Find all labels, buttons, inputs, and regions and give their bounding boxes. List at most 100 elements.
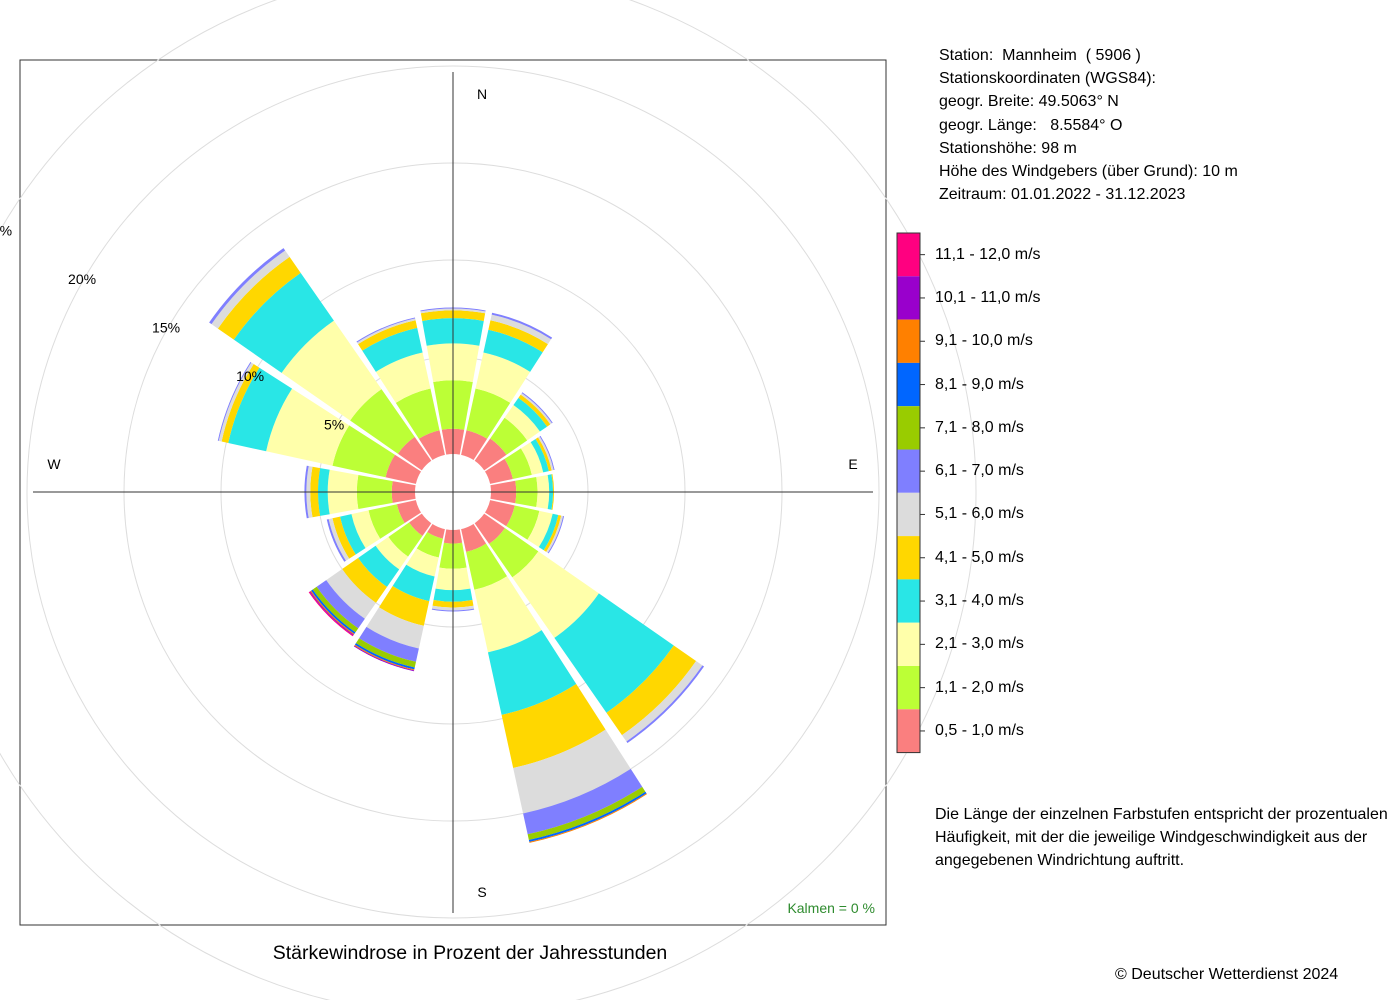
legend-label: 1,1 - 2,0 m/s [935, 678, 1024, 696]
sector-ene-band-6 [538, 436, 554, 471]
legend-label: 6,1 - 7,0 m/s [935, 462, 1024, 480]
sector-nw-band-5 [217, 256, 301, 340]
sector-ssw-band-6 [366, 607, 424, 649]
ring-label: 5% [324, 417, 344, 433]
sector-ese-band-2 [506, 505, 540, 540]
sector-se-band-1 [474, 513, 505, 544]
note-line: Die Länge der einzelnen Farbstufen entsp… [935, 806, 1388, 823]
sector-ene-band-5 [535, 437, 552, 472]
sector-wsw-band-2 [368, 504, 405, 539]
ring-label: 20% [68, 271, 96, 287]
sector-wsw-band-7 [326, 519, 346, 562]
legend-swatch [897, 406, 920, 450]
sector-n-band-7 [420, 307, 486, 312]
sector-ne-band-5 [518, 394, 551, 427]
station-coordinates-heading: Stationskoordinaten (WGS84): [939, 70, 1156, 88]
sector-sw-band-3 [375, 536, 409, 570]
sector-nne-band-5 [488, 320, 548, 353]
sector-ssw-band-9 [354, 643, 415, 670]
compass-axes [33, 72, 873, 913]
sector-wnw-band-2 [332, 425, 395, 478]
legend-label: 9,1 - 10,0 m/s [935, 332, 1033, 350]
sector-sw-band-5 [342, 557, 388, 603]
sector-wsw-band-5 [332, 516, 356, 559]
sector-sw-band-2 [388, 522, 423, 557]
explanation-note: Die Länge der einzelnen Farbstufen entsp… [935, 803, 1388, 873]
grid-ring [26, 65, 880, 919]
copyright: © Deutscher Wetterdienst 2024 [1115, 966, 1339, 983]
ring-label: 25% [0, 223, 12, 239]
legend-label: 10,1 - 11,0 m/s [935, 288, 1041, 306]
sector-nw-band-1 [397, 436, 432, 471]
legend-swatch [897, 579, 920, 623]
sector-sse-band-3 [474, 576, 542, 653]
sector-nnw-band-2 [395, 388, 440, 439]
calm-label: Kalmen = 0 % [787, 900, 875, 916]
sector-nne-band-4 [483, 329, 543, 372]
legend-swatch [897, 536, 920, 580]
sector-wsw-band-6 [328, 518, 350, 561]
sector-nw-band-4 [233, 272, 334, 373]
compass-label-west: W [47, 456, 61, 472]
sector-sw-band-6 [326, 569, 376, 619]
sector-w-band-7 [304, 465, 309, 519]
sector-nne-band-6 [490, 314, 552, 345]
sector-ese-band-4 [538, 513, 559, 551]
sector-sse-band-5 [501, 683, 606, 768]
compass-label-north: N [477, 86, 487, 102]
sector-ese-band-6 [546, 515, 564, 553]
sector-wsw-band-3 [351, 510, 381, 549]
sector-sw-band-1 [409, 513, 432, 536]
sector-ese-band-5 [543, 514, 562, 552]
sector-nne-band-3 [475, 352, 531, 403]
compass-label-south: S [477, 884, 486, 900]
legend-label: 3,1 - 4,0 m/s [935, 592, 1024, 610]
sector-wsw-band-1 [396, 500, 422, 524]
sector-sw-band-7 [316, 580, 365, 629]
sector-sw-band-4 [358, 545, 400, 587]
legend-label: 11,1 - 12,0 m/s [935, 245, 1041, 263]
sector-ne-band-2 [490, 417, 528, 455]
sector-ssw-band-7 [359, 626, 419, 662]
sector-n-band-6 [420, 308, 486, 314]
sector-nw-band-6 [211, 250, 290, 329]
compass-label-east: E [848, 456, 857, 472]
sector-ese-band-7 [547, 516, 565, 554]
legend-swatch [897, 666, 920, 710]
sector-se-band-5 [606, 645, 697, 736]
grid-rings [0, 0, 977, 1000]
sector-wnw-band-6 [218, 362, 254, 442]
legend-swatch [897, 709, 920, 753]
legend-swatch [897, 492, 920, 537]
sector-wsw-band-4 [340, 514, 366, 555]
legend-color-bar [896, 232, 925, 754]
sector-wnw-band-4 [228, 367, 293, 452]
sector-nnw-band-3 [375, 352, 431, 403]
sector-nnw-band-5 [358, 320, 418, 351]
sector-ne-band-1 [474, 438, 507, 471]
sector-s-band-7 [431, 608, 475, 612]
sector-nnw-band-6 [357, 318, 416, 345]
wind-sectors [209, 248, 705, 843]
station-name: Station: Mannheim ( 5906 ) [939, 47, 1141, 64]
station-longitude: geogr. Länge: 8.5584° O [939, 116, 1123, 134]
sector-ene-band-3 [520, 442, 544, 475]
legend-swatch [897, 449, 920, 493]
ring-label: 15% [152, 320, 180, 336]
grid-ring [0, 0, 977, 1000]
sector-wnw-band-1 [385, 454, 422, 484]
ring-labels: 5% 10% 15% 20% 25% [0, 223, 344, 433]
sector-nne-band-2 [466, 388, 511, 439]
sector-ene-band-4 [530, 438, 549, 473]
sector-ssw-band-3 [406, 548, 439, 577]
sector-nnw-band-1 [418, 430, 445, 461]
sector-nw-band-7 [209, 248, 286, 325]
note-line: angegebenen Windrichtung auftritt. [935, 852, 1185, 870]
sector-ne-band-4 [513, 397, 548, 432]
legend-label: 5,1 - 6,0 m/s [935, 505, 1024, 523]
sector-se-band-6 [621, 660, 703, 742]
sector-se-band-4 [554, 593, 674, 713]
sector-wnw-band-3 [266, 388, 350, 466]
legend-frame [896, 232, 921, 754]
